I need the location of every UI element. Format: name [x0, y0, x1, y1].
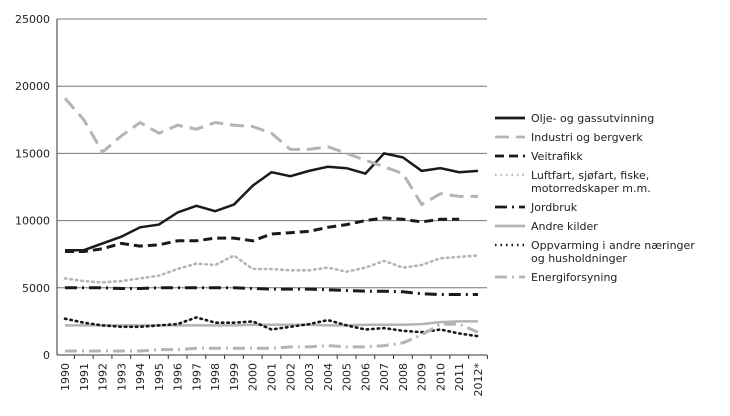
x-tick-label: 1996	[172, 363, 185, 391]
x-tick-label: 1997	[190, 363, 203, 391]
legend-label: Luftfart, sjøfart, fiske,	[531, 169, 649, 182]
legend-label: Industri og bergverk	[531, 131, 643, 144]
series-line-0	[65, 152, 479, 252]
legend-label: og husholdninger	[531, 252, 627, 265]
y-tick-label: 20000	[15, 80, 50, 93]
legend-label: Oppvarming i andre næringer	[531, 239, 695, 252]
y-tick-label: 25000	[15, 13, 50, 26]
x-tick-label: 2010	[434, 363, 447, 391]
series-line-2	[65, 216, 460, 253]
x-tick-label: 2012*	[472, 363, 485, 397]
x-tick-label: 2001	[266, 363, 279, 391]
x-tick-label: 2003	[303, 363, 316, 391]
x-tick-label: 1994	[134, 363, 147, 391]
x-tick-label: 1991	[78, 363, 91, 391]
x-tick-label: 1990	[59, 363, 72, 391]
legend-label: Jordbruk	[530, 201, 578, 214]
x-tick-label: 2007	[378, 363, 391, 391]
y-tick-label: 10000	[15, 215, 50, 228]
series-line-6	[63, 316, 480, 338]
y-tick-label: 5000	[22, 282, 50, 295]
legend-label: Energiforsyning	[531, 271, 617, 284]
x-tick-label: 1992	[97, 363, 110, 391]
legend-label: Olje- og gassutvinning	[531, 112, 654, 125]
x-tick-label: 2011	[453, 363, 466, 391]
legend-label: Veitrafikk	[531, 150, 583, 163]
x-tick-label: 2002	[284, 363, 297, 391]
legend-label: motorredskaper m.m.	[531, 182, 651, 195]
x-tick-label: 2000	[247, 363, 260, 391]
series-line-4	[65, 286, 478, 296]
series-line-5	[65, 320, 478, 327]
x-tick-label: 1998	[209, 363, 222, 391]
x-tick-label: 2004	[322, 363, 335, 391]
x-tick-label: 1999	[228, 363, 241, 391]
x-tick-label: 2008	[397, 363, 410, 391]
y-tick-label: 0	[43, 349, 50, 362]
series-line-7	[65, 322, 479, 353]
x-tick-label: 2009	[416, 363, 429, 391]
series-line-3	[63, 253, 480, 284]
x-tick-label: 2006	[359, 363, 372, 391]
legend-label: Andre kilder	[531, 220, 598, 233]
x-tick-label: 1993	[115, 363, 128, 391]
x-tick-label: 1995	[153, 363, 166, 391]
y-tick-label: 15000	[15, 147, 50, 160]
series-line-1	[63, 97, 478, 207]
x-tick-label: 2005	[341, 363, 354, 391]
